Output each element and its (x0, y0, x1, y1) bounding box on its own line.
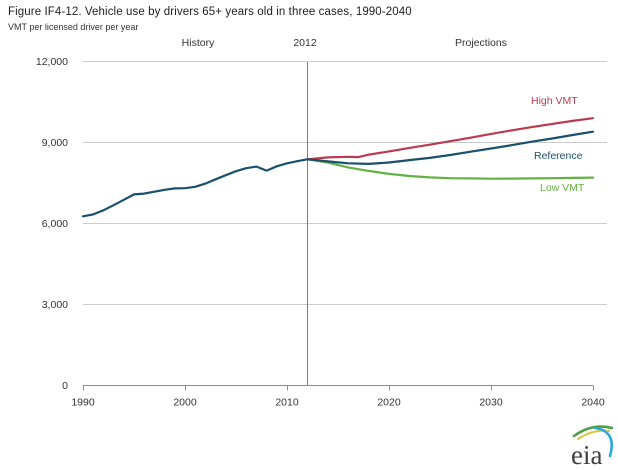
chart-units-label: VMT per licensed driver per year (8, 22, 139, 32)
y-tick-label: 6,000 (42, 218, 68, 230)
series-line-low-vmt (306, 158, 595, 180)
eia-logo-green-swoosh (572, 425, 614, 438)
chart-title: Figure IF4-12. Vehicle use by drivers 65… (8, 6, 412, 18)
eia-logo-blue-swoosh (593, 426, 613, 458)
history-zone-label: History (181, 37, 215, 49)
x-tick-label: 1990 (71, 397, 95, 409)
x-tick-label: 2040 (581, 397, 605, 409)
y-tick-label: 12,000 (36, 56, 68, 68)
low-vmt-series-label: Low VMT (540, 182, 585, 194)
y-tick-label: 0 (62, 380, 68, 392)
y-tick-label: 9,000 (42, 137, 68, 149)
eia-logo-text: eia (571, 440, 602, 468)
reference-series-label: Reference (534, 150, 583, 162)
y-tick-label: 3,000 (42, 299, 68, 311)
divider-year-label: 2012 (293, 37, 317, 49)
series-line-reference (306, 130, 595, 165)
series-line-history (81, 158, 309, 218)
eia-logo: eia (571, 425, 614, 468)
x-tick-label: 2020 (377, 397, 401, 409)
x-tick-label: 2030 (479, 397, 503, 409)
series-line-high-vmt (306, 117, 595, 161)
x-tick-label: 2010 (275, 397, 299, 409)
high-vmt-series-label: High VMT (531, 95, 578, 107)
x-tick-label: 2000 (173, 397, 197, 409)
projections-zone-label: Projections (455, 37, 507, 49)
